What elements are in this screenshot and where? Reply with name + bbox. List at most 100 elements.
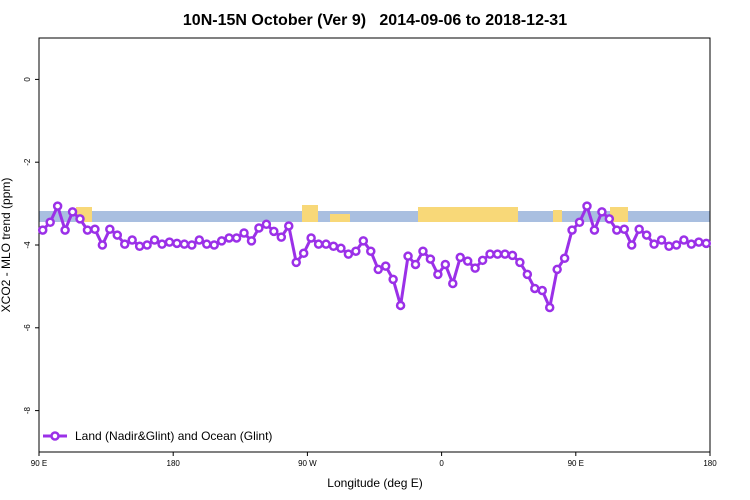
point (448, 278, 458, 289)
point (462, 256, 473, 266)
point (67, 207, 78, 217)
point (261, 219, 272, 230)
point (671, 240, 682, 250)
point (358, 236, 369, 246)
y-tick-label: -6 (23, 324, 32, 332)
point (269, 226, 279, 237)
map-strip (39, 205, 710, 222)
point (649, 239, 659, 249)
point (112, 230, 123, 240)
point (149, 235, 160, 245)
point (589, 225, 600, 235)
x-axis-label: Longitude (deg E) (327, 476, 422, 490)
point (224, 233, 234, 243)
point (619, 224, 630, 235)
point (410, 259, 421, 270)
point (455, 252, 465, 263)
x-tick-label: 90 E (568, 459, 584, 468)
x-tick-label: 180 (167, 459, 181, 468)
point (559, 253, 570, 263)
point (284, 221, 294, 231)
point (604, 214, 615, 224)
point (164, 237, 175, 247)
point (127, 235, 137, 245)
point (75, 214, 85, 224)
point (380, 261, 391, 271)
y-tick-label: -2 (23, 158, 32, 166)
point (679, 235, 689, 245)
x-tick-label: 90 E (31, 459, 47, 468)
point (552, 264, 562, 275)
point (231, 233, 242, 243)
point (142, 240, 152, 250)
x-tick-label: 180 (703, 459, 717, 468)
point (239, 228, 249, 238)
point (366, 246, 376, 256)
point (202, 239, 212, 249)
point (582, 201, 592, 211)
point (134, 241, 145, 251)
point (612, 225, 622, 235)
point (492, 249, 503, 259)
point (515, 257, 525, 268)
legend-marker (50, 431, 60, 441)
point (105, 224, 115, 235)
x-tick-label: 0 (439, 459, 444, 468)
point (597, 207, 607, 217)
y-tick-label: 0 (23, 77, 32, 82)
point (522, 269, 533, 280)
point (254, 223, 264, 233)
point (395, 300, 406, 311)
point (470, 263, 480, 273)
point (60, 225, 70, 235)
point (425, 254, 436, 264)
point (507, 250, 518, 261)
point (433, 269, 443, 280)
point (664, 241, 674, 251)
point (276, 232, 287, 242)
point (209, 240, 219, 250)
point (179, 239, 190, 249)
point (477, 255, 488, 266)
point (656, 235, 667, 245)
point (298, 248, 309, 259)
point (403, 251, 413, 261)
point (291, 257, 301, 268)
point (157, 239, 167, 249)
x-tick-label: 90 W (298, 459, 317, 468)
point (187, 240, 197, 250)
point (485, 249, 495, 259)
point (388, 274, 398, 285)
point (418, 246, 428, 256)
point (574, 217, 585, 227)
point (37, 225, 48, 235)
point (686, 239, 697, 249)
point (194, 235, 205, 245)
point (45, 217, 55, 227)
point (634, 224, 644, 235)
point (52, 201, 63, 211)
point (336, 243, 346, 254)
point (306, 233, 316, 243)
point (343, 249, 354, 259)
point (97, 240, 108, 250)
y-tick-label: -8 (23, 406, 32, 414)
point (313, 239, 324, 249)
point (626, 240, 637, 250)
point (246, 236, 257, 246)
legend-label: Land (Nadir&Glint) and Ocean (Glint) (75, 429, 272, 443)
point (321, 239, 331, 249)
chart-title: 10N-15N October (Ver 9) 2014-09-06 to 20… (183, 12, 567, 29)
point (694, 237, 704, 247)
point (216, 236, 227, 246)
y-axis-label: XCO2 - MLO trend (ppm) (0, 178, 13, 313)
point (351, 246, 361, 256)
point (500, 249, 510, 259)
point (567, 225, 577, 235)
point (328, 241, 339, 251)
point (172, 238, 182, 249)
point (537, 285, 547, 296)
point (530, 283, 540, 294)
point (119, 239, 130, 249)
